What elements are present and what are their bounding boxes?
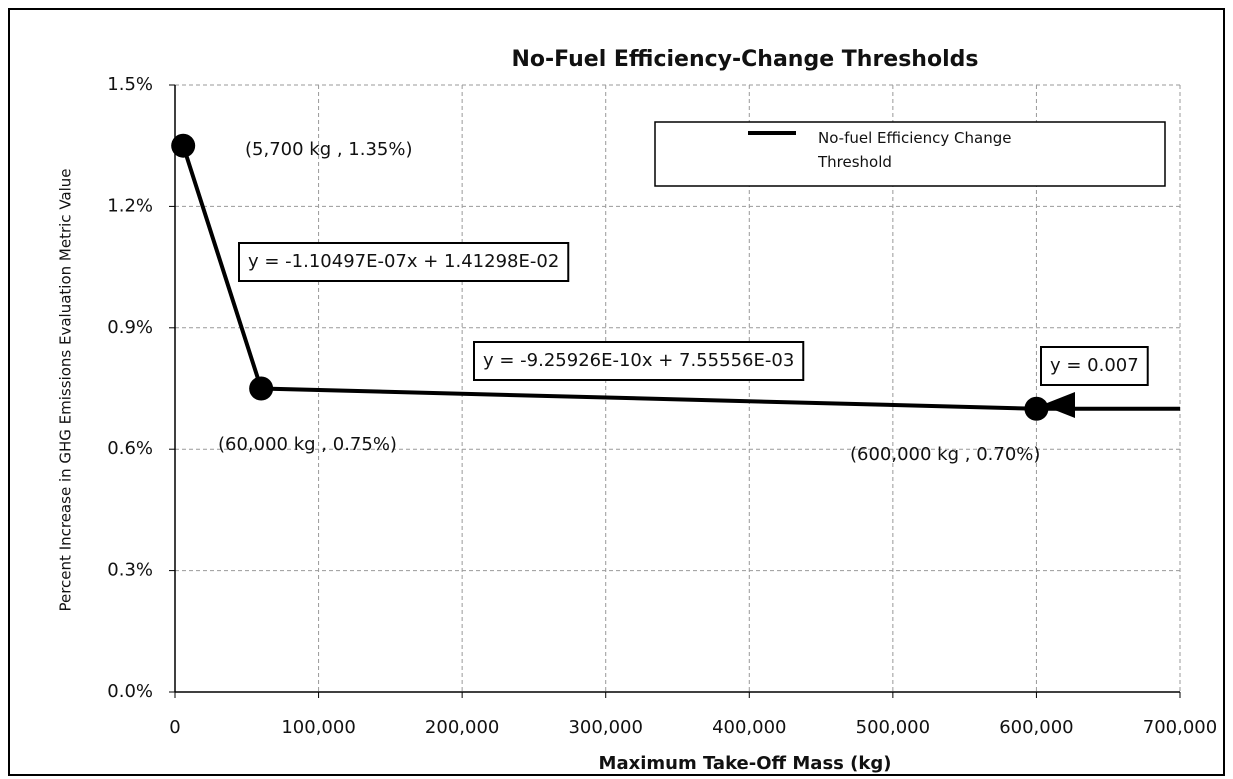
x-tick-label: 0 bbox=[169, 717, 180, 738]
x-tick-label: 600,000 bbox=[999, 717, 1073, 738]
y-tick-label: 1.2% bbox=[107, 195, 153, 216]
y-tick-label: 0.9% bbox=[107, 317, 153, 338]
frame bbox=[8, 8, 1225, 776]
x-tick-label: 200,000 bbox=[425, 717, 499, 738]
equation: y = 0.007 bbox=[1050, 355, 1139, 376]
point-marker bbox=[249, 376, 274, 401]
equation-box bbox=[238, 242, 570, 282]
equation-box bbox=[473, 341, 805, 381]
y-tick-label: 0.6% bbox=[107, 438, 153, 459]
x-tick-label: 100,000 bbox=[281, 717, 355, 738]
y-axis-label: Percent Increase in GHG Emissions Evalua… bbox=[57, 168, 75, 611]
point-marker bbox=[171, 133, 196, 158]
point-label: (5,700 kg , 1.35%) bbox=[245, 139, 413, 160]
legend-entry-wrap: No-fuel Efficiency Change Threshold bbox=[818, 129, 1012, 171]
equation: y = -1.10497E-07x + 1.41298E-02 bbox=[248, 251, 559, 272]
point-marker bbox=[1024, 396, 1049, 421]
y-tick-label: 0.0% bbox=[107, 681, 153, 702]
y-tick-label: 0.3% bbox=[107, 560, 153, 581]
series-line bbox=[181, 145, 1180, 411]
legend-label: No-fuel Efficiency Change Threshold bbox=[818, 129, 1012, 171]
chart-title: No-Fuel Efficiency-Change Thresholds bbox=[512, 47, 979, 72]
x-tick-label: 400,000 bbox=[712, 717, 786, 738]
x-tick-label: 300,000 bbox=[568, 717, 642, 738]
legend-box bbox=[654, 121, 1166, 187]
arrowhead bbox=[1042, 392, 1075, 418]
x-axis-label: Maximum Take-Off Mass (kg) bbox=[599, 753, 892, 774]
equation: y = -9.25926E-10x + 7.55556E-03 bbox=[483, 350, 794, 371]
x-tick-label: 500,000 bbox=[856, 717, 930, 738]
point-label: (600,000 kg , 0.70%) bbox=[850, 444, 1040, 465]
equation-box bbox=[1040, 346, 1149, 386]
point-label: (60,000 kg , 0.75%) bbox=[218, 434, 397, 455]
x-tick-label: 700,000 bbox=[1143, 717, 1217, 738]
y-tick-label: 1.5% bbox=[107, 74, 153, 95]
